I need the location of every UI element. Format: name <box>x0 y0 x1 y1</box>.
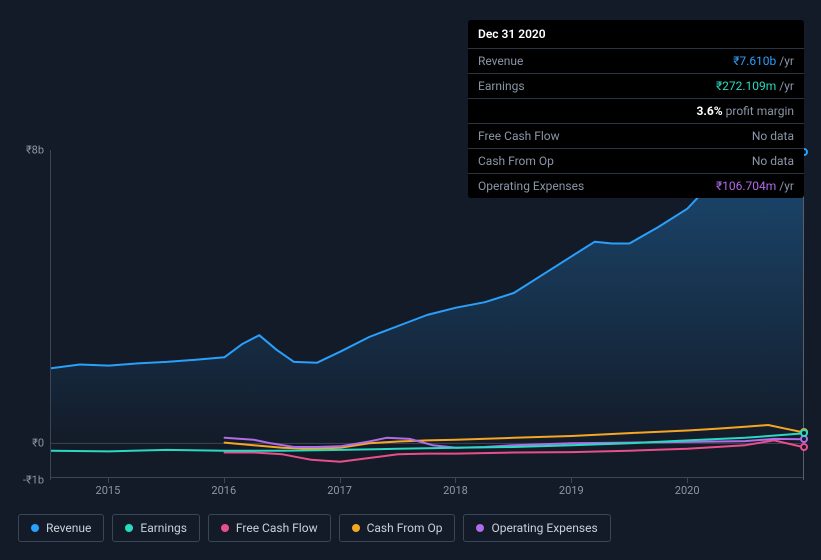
hover-tooltip: Dec 31 2020 Revenue₹7.610b/yrEarnings₹27… <box>468 20 804 198</box>
y-tick-label: ₹8b <box>26 144 44 157</box>
tooltip-row-value: ₹272.109m/yr <box>716 79 794 93</box>
tooltip-row-value: ₹106.704m/yr <box>716 179 794 193</box>
x-tick-label: 2015 <box>96 484 121 497</box>
x-tick-label: 2020 <box>675 484 700 497</box>
tooltip-date: Dec 31 2020 <box>468 20 804 49</box>
x-tick-label: 2018 <box>443 484 468 497</box>
x-axis: 2015 2016 2017 2018 2019 2020 <box>50 484 803 504</box>
legend-dot <box>476 524 484 532</box>
legend-label: Earnings <box>140 521 187 535</box>
chart-area[interactable]: ₹8b₹0-₹1b <box>18 150 803 480</box>
x-tick-label: 2016 <box>211 484 236 497</box>
x-tick-mark <box>224 477 225 483</box>
legend-label: Free Cash Flow <box>236 521 318 535</box>
legend-label: Operating Expenses <box>491 521 597 535</box>
hover-dot <box>800 443 808 451</box>
chart-plot[interactable] <box>50 150 803 480</box>
tooltip-row: Revenue₹7.610b/yr <box>468 49 804 74</box>
tooltip-row-label: Free Cash Flow <box>478 129 752 143</box>
legend-dot <box>221 524 229 532</box>
y-axis: ₹8b₹0-₹1b <box>18 150 48 480</box>
x-tick-label: 2017 <box>327 484 352 497</box>
y-tick-label: ₹0 <box>32 437 44 450</box>
x-axis-line <box>50 477 803 478</box>
tooltip-row-label: Earnings <box>478 79 716 93</box>
tooltip-row: Earnings₹272.109m/yr <box>468 74 804 99</box>
y-tick-label: -₹1b <box>23 474 44 487</box>
x-tick-mark <box>455 477 456 483</box>
legend-label: Revenue <box>46 521 91 535</box>
x-tick-mark <box>571 477 572 483</box>
legend-item-earnings[interactable]: Earnings <box>112 514 200 542</box>
legend-item-revenue[interactable]: Revenue <box>18 514 104 542</box>
tooltip-row-label: Revenue <box>478 54 733 68</box>
legend-dot <box>31 524 39 532</box>
tooltip-row: Free Cash FlowNo data <box>468 124 804 149</box>
chart-legend: Revenue Earnings Free Cash Flow Cash From O… <box>18 514 803 542</box>
x-tick-mark <box>108 477 109 483</box>
x-tick-mark <box>340 477 341 483</box>
legend-item-free-cash-flow[interactable]: Free Cash Flow <box>208 514 331 542</box>
tooltip-row-value: ₹7.610b/yr <box>733 54 794 68</box>
tooltip-profit-margin: 3.6%profit margin <box>468 99 804 124</box>
legend-label: Cash From Op <box>367 521 443 535</box>
legend-dot <box>352 524 360 532</box>
tooltip-row-value: No data <box>752 154 794 168</box>
tooltip-row: Cash From OpNo data <box>468 149 804 174</box>
legend-item-operating-expenses[interactable]: Operating Expenses <box>463 514 610 542</box>
tooltip-row-label: Operating Expenses <box>478 179 716 193</box>
x-tick-label: 2019 <box>559 484 584 497</box>
tooltip-row-label: Cash From Op <box>478 154 752 168</box>
hover-dot <box>800 429 808 437</box>
x-tick-mark <box>687 477 688 483</box>
legend-dot <box>125 524 133 532</box>
legend-item-cash-from-op[interactable]: Cash From Op <box>339 514 456 542</box>
tooltip-row-value: No data <box>752 129 794 143</box>
tooltip-row: Operating Expenses₹106.704m/yr <box>468 174 804 198</box>
